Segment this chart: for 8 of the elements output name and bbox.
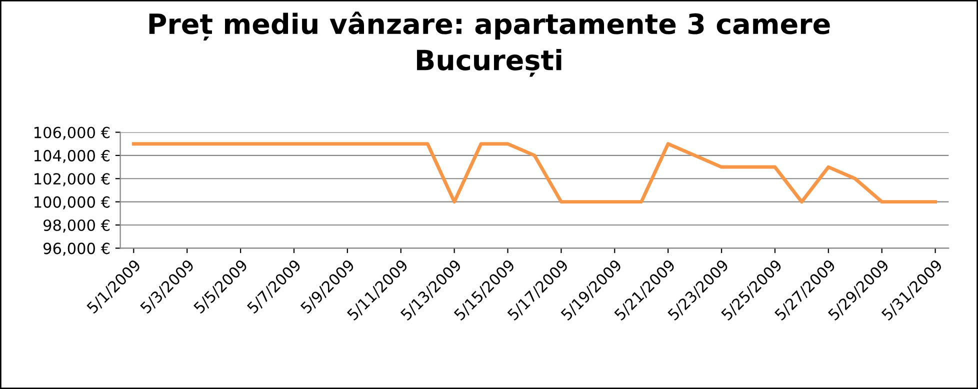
y-tick-label: 102,000 € [34,173,110,186]
y-tick-label: 104,000 € [34,150,110,164]
y-tick-label: 100,000 € [34,196,110,210]
chart-title: Preț mediu vânzare: apartamente 3 camere București [149,12,830,77]
y-tick-label: 96,000 € [44,242,110,256]
y-tick-label: 98,000 € [44,219,110,233]
line-series [132,142,938,204]
y-tick-label: 106,000 € [34,126,110,140]
